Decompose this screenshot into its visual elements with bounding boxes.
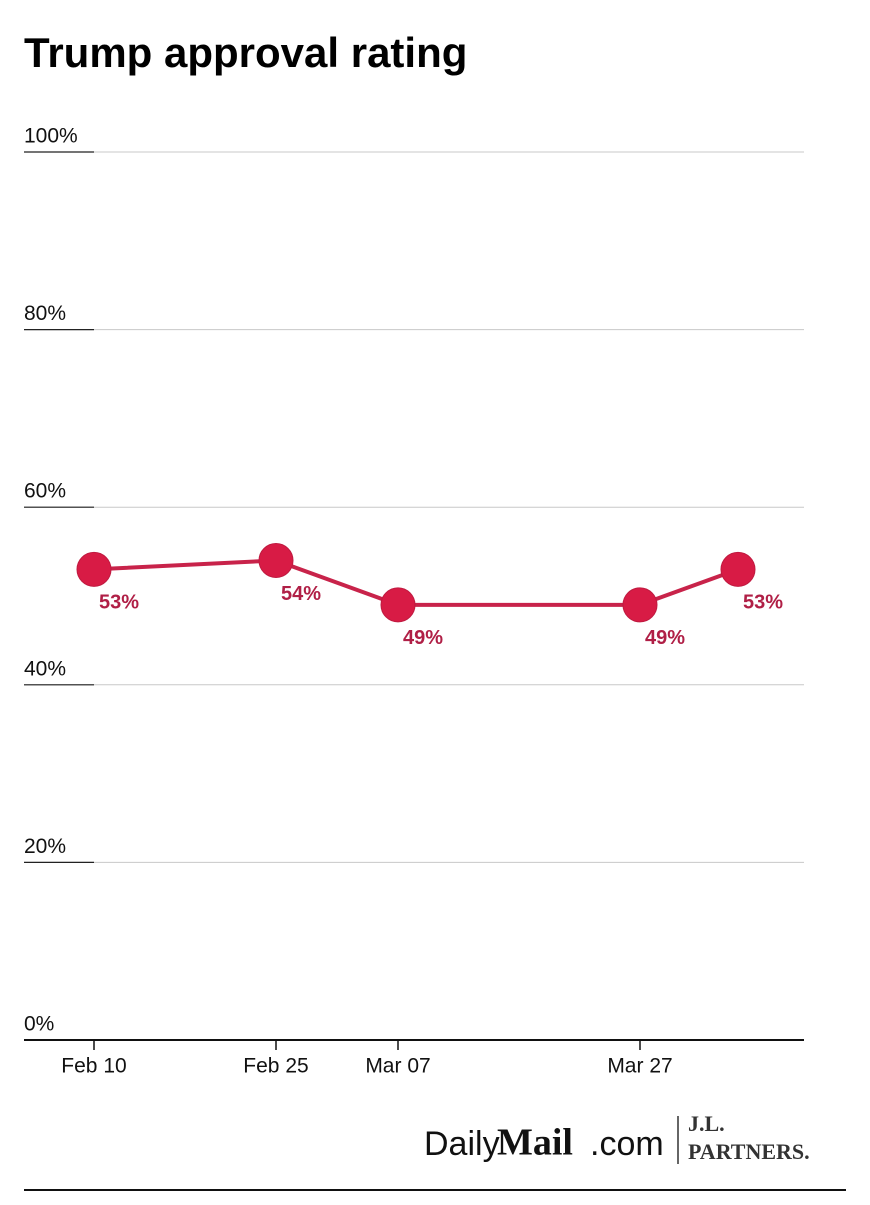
value-label: 53%: [743, 592, 783, 614]
point: [76, 551, 112, 587]
y-tick-label: 100%: [24, 125, 78, 148]
logo-partners: PARTNERS.: [688, 1139, 810, 1164]
point: [258, 542, 294, 578]
logo-mail: Mail: [497, 1122, 573, 1164]
value-label: 49%: [403, 627, 443, 649]
point: [720, 551, 756, 587]
x-tick-label: Feb 10: [61, 1055, 126, 1078]
logo-jl: J.L.: [688, 1111, 725, 1136]
value-label: 53%: [99, 592, 139, 614]
logo-dotcom: .com: [590, 1125, 664, 1163]
y-tick-label: 80%: [24, 302, 66, 325]
value-label: 54%: [281, 583, 321, 605]
y-tick-label: 0%: [24, 1013, 54, 1036]
x-tick-label: Mar 07: [365, 1055, 430, 1078]
logo-daily: Daily: [424, 1125, 500, 1163]
chart-title: Trump approval rating: [24, 29, 467, 76]
x-tick-label: Feb 25: [243, 1055, 308, 1078]
point: [622, 587, 658, 623]
point: [380, 587, 416, 623]
y-tick-label: 40%: [24, 657, 66, 680]
x-tick-label: Mar 27: [607, 1055, 672, 1078]
value-label: 49%: [645, 627, 685, 649]
y-tick-label: 60%: [24, 480, 66, 503]
y-tick-label: 20%: [24, 835, 66, 858]
